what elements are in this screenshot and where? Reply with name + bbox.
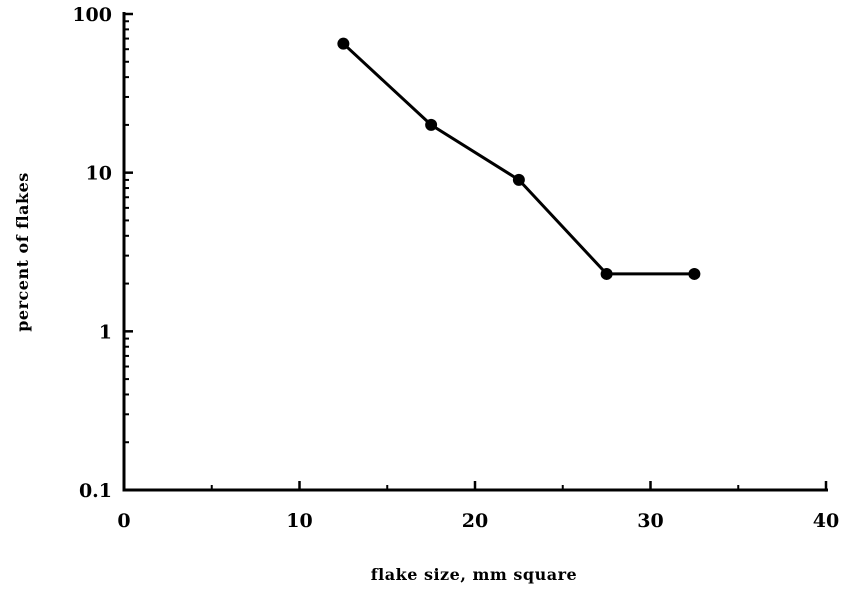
y-tick-label: 0.1	[79, 480, 112, 502]
data-point	[337, 37, 350, 50]
x-tick-label: 0	[117, 510, 130, 532]
y-tick-label: 1	[99, 321, 112, 343]
x-tick-label: 10	[286, 510, 312, 532]
series-line	[342, 42, 695, 276]
series	[337, 37, 701, 280]
data-point	[688, 267, 701, 280]
x-tick-label: 30	[637, 510, 663, 532]
data-point	[600, 267, 613, 280]
y-axis-title: percent of flakes	[13, 172, 32, 332]
ticks	[124, 12, 828, 492]
data-point	[512, 173, 525, 186]
y-tick-label: 100	[72, 4, 112, 26]
x-tick-label: 20	[462, 510, 488, 532]
tick-labels: 0.1 1 10 100 0 10 20 30 40	[72, 4, 839, 532]
data-point	[425, 118, 438, 131]
axes	[122, 12, 828, 492]
x-tick-label: 40	[813, 510, 839, 532]
y-tick-label: 10	[86, 163, 112, 185]
x-axis-title: flake size, mm square	[371, 565, 577, 584]
